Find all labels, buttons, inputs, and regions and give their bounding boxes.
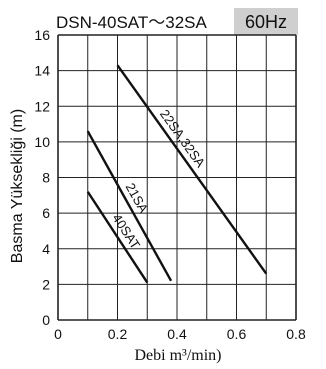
frequency-badge-bg — [234, 8, 298, 35]
tick-labels: 0 2 4 6 8 10 12 14 16 0 0.2 0.4 0.6 0.8 — [34, 27, 306, 342]
y-tick-label: 0 — [42, 312, 50, 328]
x-tick-label: 0.6 — [227, 326, 247, 342]
frequency-badge: 60Hz — [245, 12, 287, 32]
y-tick-label: 16 — [34, 27, 50, 43]
y-tick-label: 8 — [42, 170, 50, 186]
y-tick-label: 14 — [34, 63, 50, 79]
x-tick-label: 0.8 — [286, 326, 306, 342]
series-lines — [86, 64, 268, 284]
x-tick-label: 0.2 — [108, 326, 128, 342]
series-line-21sa — [86, 130, 173, 282]
series-line-40sat — [86, 191, 149, 284]
title-group: DSN-40SAT～32SA 60Hz — [56, 8, 298, 35]
y-axis-label: Basma Yüksekliği (m) — [9, 109, 26, 263]
x-axis-label: Debi m³/min) — [134, 347, 221, 364]
y-tick-label: 6 — [42, 205, 50, 221]
series-line-22sa-32sa — [116, 64, 268, 275]
chart-title: DSN-40SAT～32SA — [56, 13, 208, 32]
y-tick-label: 10 — [34, 134, 50, 150]
series-label: 22SA,32SA — [157, 107, 208, 171]
x-tick-label: 0 — [54, 326, 62, 342]
x-tick-label: 0.4 — [167, 326, 187, 342]
y-tick-label: 12 — [34, 98, 50, 114]
y-tick-label: 2 — [42, 276, 50, 292]
grid — [57, 34, 297, 321]
y-tick-label: 4 — [42, 241, 50, 257]
